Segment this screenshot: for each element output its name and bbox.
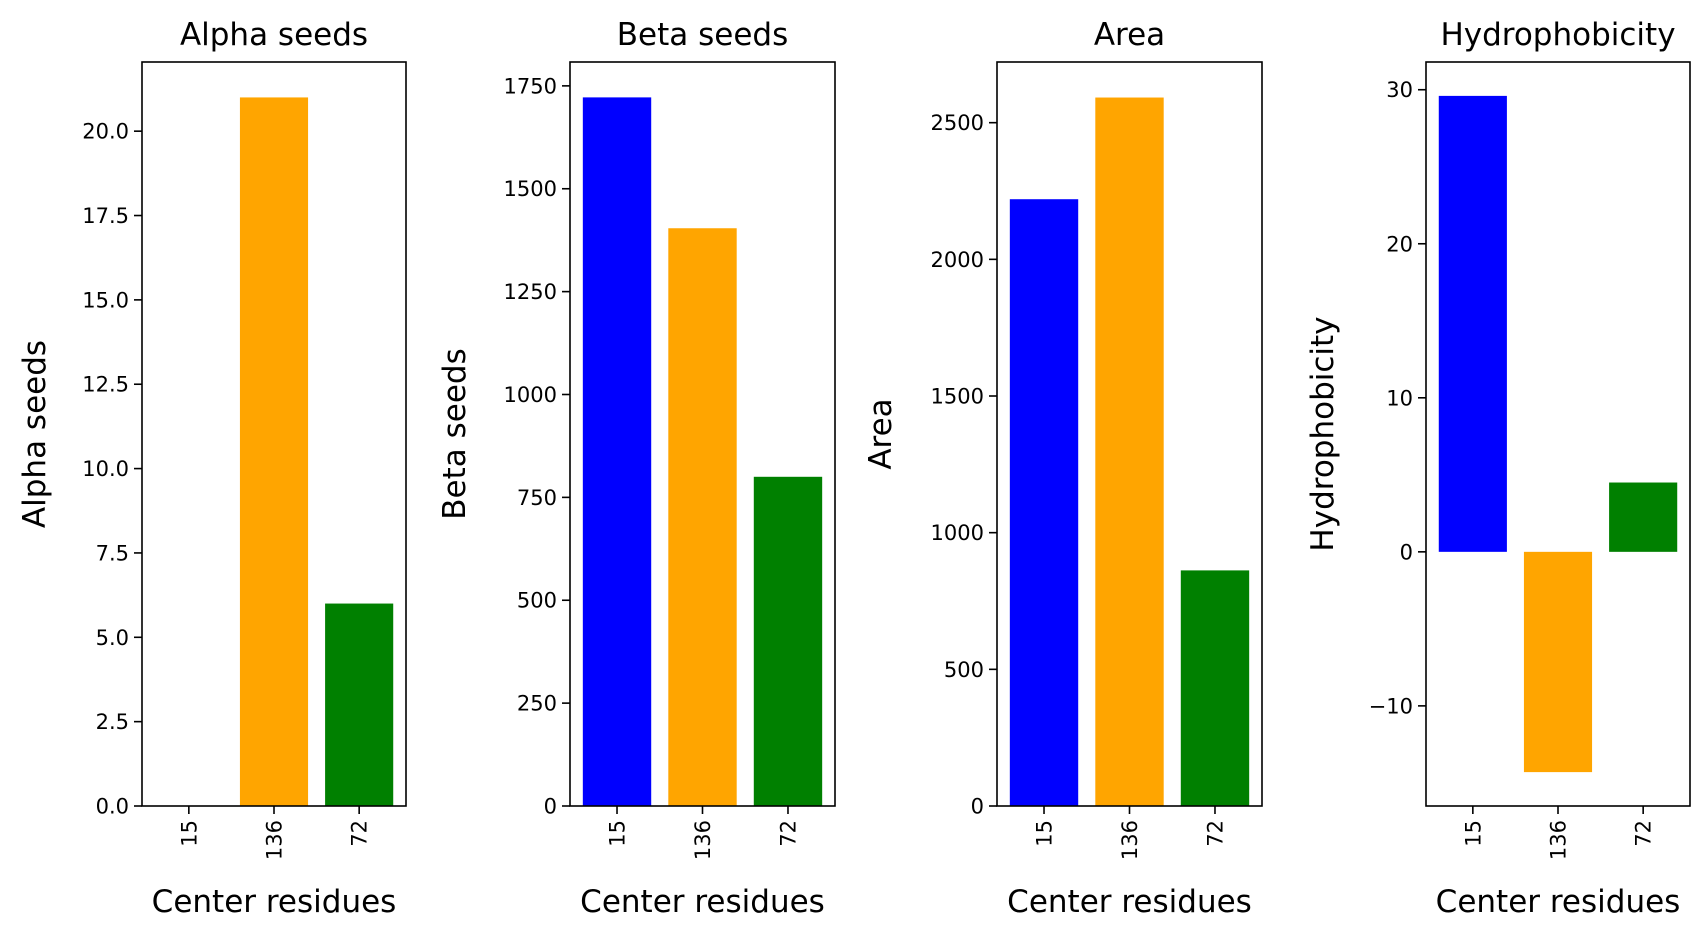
y-tick-label: 2500 bbox=[931, 111, 984, 135]
chart-panel: 0 500 1000 1500 2000 2500 15 136 72 Area Center re… bbox=[863, 17, 1263, 920]
bar bbox=[239, 97, 309, 806]
x-tick-label: 72 bbox=[1632, 820, 1656, 847]
y-tick-label: 20 bbox=[1386, 232, 1413, 256]
x-tick-label: 136 bbox=[263, 820, 287, 860]
bar bbox=[1009, 199, 1079, 806]
y-tick-label: 1000 bbox=[931, 521, 984, 545]
y-tick-label: 2000 bbox=[931, 248, 984, 272]
x-tick-label: 136 bbox=[1118, 820, 1142, 860]
y-tick-label: 0 bbox=[971, 795, 984, 819]
x-tick-label: 136 bbox=[1547, 820, 1571, 860]
x-tick-label: 15 bbox=[606, 820, 630, 847]
y-tick-label: 10 bbox=[1386, 386, 1413, 410]
y-tick-label: 0.0 bbox=[96, 795, 129, 819]
x-tick-label: 136 bbox=[691, 820, 715, 860]
y-tick-label: 1500 bbox=[931, 385, 984, 409]
chart-panel: 0.0 2.5 5.0 7.5 10.0 12.5 15.0 17.5 20.0 15 136 72 A… bbox=[17, 17, 407, 920]
y-tick-label: 5.0 bbox=[96, 626, 129, 650]
bar bbox=[1095, 97, 1164, 806]
y-tick-label: 0 bbox=[1400, 540, 1413, 564]
chart-panel: −10 0 10 20 30 15 136 72 Hydrophobicity Center re… bbox=[1305, 17, 1691, 920]
y-axis-label: Beta seeds bbox=[437, 348, 473, 519]
y-tick-label: 17.5 bbox=[82, 204, 129, 228]
x-tick-label: 15 bbox=[177, 820, 201, 847]
y-tick-label: 500 bbox=[944, 658, 984, 682]
chart-title: Area bbox=[1094, 17, 1165, 53]
y-tick-label: 7.5 bbox=[96, 541, 129, 565]
x-tick-label: 72 bbox=[348, 820, 372, 847]
y-tick-label: 2.5 bbox=[96, 710, 129, 734]
bar bbox=[582, 97, 652, 806]
bar bbox=[1438, 95, 1507, 552]
y-tick-label: 15.0 bbox=[82, 288, 129, 312]
x-tick-label: 15 bbox=[1033, 820, 1057, 847]
y-axis-label: Hydrophobicity bbox=[1305, 316, 1341, 551]
y-tick-label: 30 bbox=[1386, 78, 1413, 102]
chart-title: Hydrophobicity bbox=[1440, 17, 1675, 53]
y-tick-label: 1250 bbox=[504, 280, 557, 304]
y-tick-label: 1000 bbox=[504, 383, 557, 407]
y-tick-label: 250 bbox=[517, 692, 557, 716]
y-tick-label: −10 bbox=[1369, 694, 1413, 718]
y-tick-label: 500 bbox=[517, 589, 557, 613]
chart-panel: 0 250 500 750 1000 1250 1500 1750 15 136 72 Beta se… bbox=[437, 17, 836, 920]
y-axis-label: Area bbox=[863, 398, 899, 469]
y-tick-label: 12.5 bbox=[82, 373, 129, 397]
bar bbox=[1523, 551, 1593, 773]
x-tick-label: 72 bbox=[776, 820, 800, 847]
y-tick-label: 20.0 bbox=[82, 120, 129, 144]
chart-title: Alpha seeds bbox=[180, 17, 368, 53]
y-tick-label: 10.0 bbox=[82, 457, 129, 481]
bar bbox=[1180, 570, 1250, 806]
y-tick-label: 0 bbox=[544, 795, 557, 819]
y-tick-label: 1750 bbox=[504, 74, 557, 98]
y-axis-label: Alpha seeds bbox=[17, 340, 53, 528]
x-axis-label: Center residues bbox=[1436, 884, 1681, 920]
bar bbox=[753, 476, 823, 806]
y-tick-label: 750 bbox=[517, 486, 557, 510]
x-tick-label: 15 bbox=[1461, 820, 1485, 847]
chart-title: Beta seeds bbox=[617, 17, 788, 53]
bar bbox=[1609, 482, 1678, 552]
bar bbox=[668, 228, 737, 806]
x-axis-label: Center residues bbox=[580, 884, 825, 920]
bar bbox=[325, 603, 394, 806]
y-tick-label: 1500 bbox=[504, 177, 557, 201]
x-axis-label: Center residues bbox=[152, 884, 397, 920]
x-axis-label: Center residues bbox=[1007, 884, 1252, 920]
x-tick-label: 72 bbox=[1203, 820, 1227, 847]
